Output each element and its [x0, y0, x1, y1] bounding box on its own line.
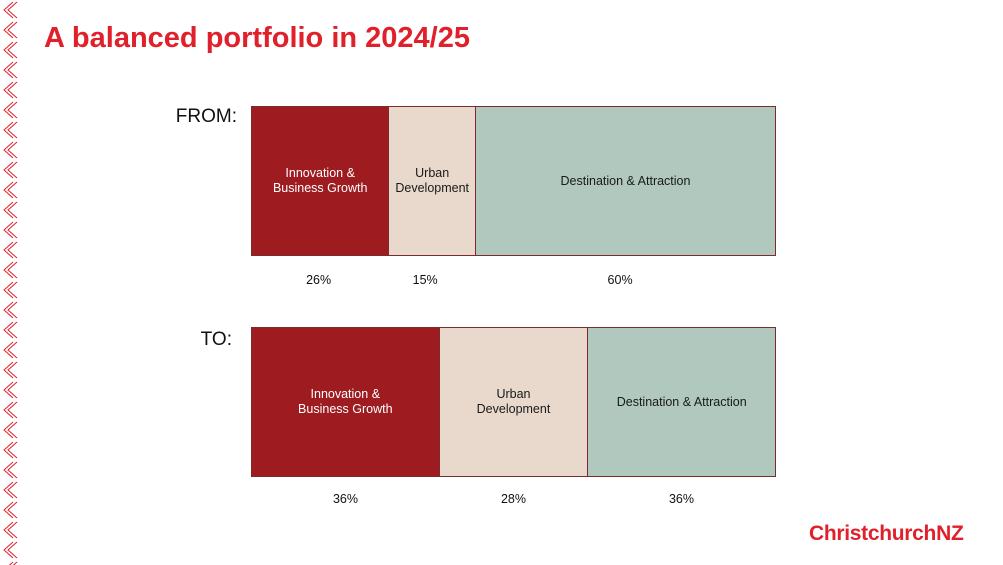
to-percent-labels: 36% 28% 36% [251, 492, 776, 508]
chevron-pattern-mark [7, 461, 18, 479]
chevron-pattern-mark [7, 441, 18, 459]
chevron-pattern-mark [7, 481, 18, 499]
chevron-pattern-mark [7, 81, 18, 99]
from-stacked-bar: Innovation & Business Growth Urban Develo… [251, 106, 776, 256]
chevron-pattern-mark [3, 1, 14, 19]
chevron-pattern-mark [3, 501, 14, 519]
percent-label: 36% [332, 492, 359, 506]
chevron-pattern-mark [7, 421, 18, 439]
chevron-pattern-mark [7, 41, 18, 59]
chevron-pattern-mark [3, 401, 14, 419]
bar-segment: Urban Development [389, 106, 477, 256]
chevron-pattern-mark [7, 361, 18, 379]
percent-label: 60% [607, 273, 633, 287]
chevron-pattern-mark [3, 161, 14, 179]
chevron-pattern-mark [7, 161, 18, 179]
chevron-pattern-mark [3, 101, 14, 119]
chevron-pattern-mark [7, 21, 18, 39]
chevron-pattern-mark [3, 441, 14, 459]
chevron-pattern-mark [7, 1, 18, 19]
bar-segment: Innovation & Business Growth [251, 327, 440, 477]
christchurchnz-logo: ChristchurchNZ [809, 522, 964, 545]
decorative-pattern [3, 1, 18, 565]
chevron-pattern-mark [7, 261, 18, 279]
chevron-pattern-mark [3, 221, 14, 239]
chevron-pattern-mark [7, 401, 18, 419]
chevron-pattern-mark [3, 421, 14, 439]
chevron-pattern-mark [3, 521, 14, 539]
chevron-pattern-mark [7, 141, 18, 159]
chevron-pattern-mark [3, 121, 14, 139]
chevron-pattern-mark [3, 381, 14, 399]
chevron-pattern-mark [3, 461, 14, 479]
chevron-pattern-mark [7, 241, 18, 259]
chevron-pattern-mark [3, 321, 14, 339]
chevron-pattern-mark [3, 301, 14, 319]
from-row-label: FROM: [175, 106, 237, 127]
bar-segment: Destination & Attraction [476, 106, 776, 256]
bar-segment: Innovation & Business Growth [251, 106, 390, 256]
chevron-pattern-mark [7, 541, 18, 559]
chevron-pattern-mark [3, 261, 14, 279]
chevron-pattern-mark [3, 181, 14, 199]
chevron-pattern-mark [3, 41, 14, 59]
chevron-pattern-mark [3, 81, 14, 99]
chevron-pattern-mark [3, 481, 14, 499]
chevron-pattern-mark [3, 281, 14, 299]
to-row-label: TO: [200, 329, 232, 350]
chevron-pattern-mark [7, 201, 18, 219]
chevron-pattern-mark [3, 61, 14, 79]
chevron-pattern-mark [3, 201, 14, 219]
chevron-pattern-mark [7, 341, 18, 359]
chevron-pattern-mark [3, 241, 14, 259]
to-stacked-bar: Innovation & Business Growth Urban Develo… [251, 327, 776, 477]
chevron-pattern-mark [7, 101, 18, 119]
percent-label: 15% [412, 273, 438, 287]
chevron-pattern-mark [3, 21, 14, 39]
bar-segment: Destination & Attraction [588, 327, 776, 477]
page-title: A balanced portfolio in 2024/25 [44, 22, 470, 54]
chevron-pattern-mark [7, 61, 18, 79]
chevron-pattern-mark [7, 321, 18, 339]
chevron-pattern-mark [3, 341, 14, 359]
chevron-pattern-mark [7, 281, 18, 299]
chevron-pattern-mark [7, 221, 18, 239]
percent-label: 26% [306, 273, 332, 287]
chevron-pattern-mark [7, 181, 18, 199]
chevron-pattern-mark [7, 501, 18, 519]
chevron-pattern-mark [3, 541, 14, 559]
chevron-pattern-mark [3, 361, 14, 379]
from-percent-labels: 26% 15% 60% [251, 273, 776, 289]
percent-label: 36% [668, 492, 695, 506]
chevron-pattern-mark [7, 381, 18, 399]
chevron-pattern-mark [7, 521, 18, 539]
bar-segment: Urban Development [439, 327, 589, 477]
chevron-pattern-mark [7, 121, 18, 139]
chevron-pattern-mark [3, 141, 14, 159]
chevron-pattern-mark [7, 301, 18, 319]
percent-label: 28% [500, 492, 527, 506]
